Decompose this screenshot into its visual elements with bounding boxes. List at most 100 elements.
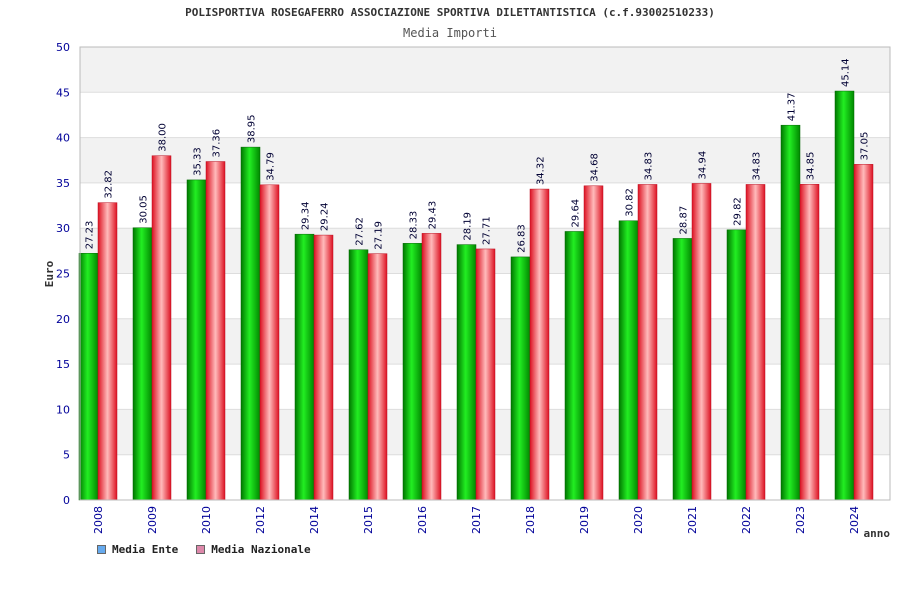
- bar-media-nazionale: [367, 253, 388, 501]
- bar-media-ente: [834, 90, 855, 501]
- bar-media-ente: [132, 227, 153, 501]
- x-tick-label: 2022: [740, 506, 753, 534]
- x-axis-ticks: 2008 2009 2010 2012 2014 2015 2016 2017 2018 2019…: [92, 506, 861, 534]
- y-tick-label: 50: [56, 41, 70, 54]
- bar-media-nazionale: [97, 202, 118, 501]
- bar-media-nazionale: [853, 164, 874, 501]
- bar-media-ente: [672, 238, 693, 501]
- x-tick-label: 2012: [254, 506, 267, 534]
- bar-media-nazionale: [151, 155, 172, 501]
- value-label-nazionale: 32.82: [104, 170, 115, 199]
- y-axis-label: Euro: [43, 260, 56, 287]
- x-tick-label: 2019: [578, 506, 591, 534]
- x-tick-label: 2010: [200, 506, 213, 534]
- y-tick-label: 10: [56, 403, 70, 416]
- bar-media-nazionale: [205, 161, 226, 501]
- bar-media-ente: [564, 231, 585, 501]
- y-tick-label: 45: [56, 86, 70, 99]
- value-label-ente: 28.87: [679, 206, 690, 235]
- bar-media-ente: [240, 146, 261, 501]
- value-label-nazionale: 37.05: [860, 132, 871, 161]
- x-tick-label: 2024: [848, 506, 861, 534]
- legend-swatch-ente: [97, 545, 106, 554]
- y-tick-label: 35: [56, 177, 70, 190]
- value-label-ente: 30.05: [139, 195, 150, 224]
- y-tick-label: 40: [56, 132, 70, 145]
- legend-label-ente: Media Ente: [112, 543, 179, 556]
- chart-subtitle: Media Importi: [403, 26, 497, 40]
- value-label-nazionale: 29.43: [428, 201, 439, 230]
- value-label-ente: 41.37: [787, 93, 798, 122]
- bar-media-nazionale: [799, 184, 820, 501]
- value-labels: 27.23 32.82 30.05 38.00 35.33 37.36 38.95 34.79…: [85, 58, 871, 253]
- value-label-ente: 30.82: [625, 188, 636, 217]
- bar-media-ente: [780, 124, 801, 501]
- value-label-ente: 26.83: [517, 224, 528, 253]
- value-label-ente: 28.19: [463, 212, 474, 241]
- x-tick-label: 2021: [686, 506, 699, 534]
- bar-media-ente: [78, 253, 99, 501]
- x-tick-label: 2018: [524, 506, 537, 534]
- legend: Media Ente Media Nazionale: [97, 543, 311, 556]
- bar-media-nazionale: [745, 184, 766, 501]
- bar-media-nazionale: [421, 233, 442, 501]
- x-tick-label: 2023: [794, 506, 807, 534]
- value-label-ente: 38.95: [247, 114, 258, 143]
- value-label-nazionale: 34.83: [752, 152, 763, 181]
- value-label-nazionale: 29.24: [320, 202, 331, 231]
- value-label-nazionale: 37.36: [212, 129, 223, 158]
- value-label-ente: 27.62: [355, 217, 366, 246]
- bar-media-ente: [294, 233, 315, 501]
- bar-media-nazionale: [313, 234, 334, 501]
- legend-swatch-nazionale: [196, 545, 206, 554]
- value-label-nazionale: 34.32: [536, 156, 547, 185]
- y-tick-label: 25: [56, 268, 70, 281]
- bar-media-nazionale: [259, 184, 280, 501]
- grid-band: [80, 47, 890, 93]
- bar-media-nazionale: [475, 248, 496, 501]
- bar-media-ente: [186, 179, 207, 501]
- value-label-nazionale: 27.19: [374, 221, 385, 250]
- x-tick-label: 2016: [416, 506, 429, 534]
- legend-item-ente: Media Ente: [97, 543, 178, 556]
- value-label-nazionale: 34.79: [266, 152, 277, 181]
- value-label-nazionale: 34.68: [590, 153, 601, 182]
- x-tick-label: 2017: [470, 506, 483, 534]
- x-tick-label: 2009: [146, 506, 159, 534]
- bar-media-ente: [456, 244, 477, 501]
- bar-media-ente: [348, 249, 369, 501]
- legend-item-nazionale: Media Nazionale: [196, 543, 311, 556]
- x-tick-label: 2020: [632, 506, 645, 534]
- value-label-ente: 29.34: [301, 202, 312, 231]
- chart-title: POLISPORTIVA ROSEGAFERRO ASSOCIAZIONE SP…: [185, 6, 715, 19]
- value-label-ente: 27.23: [85, 221, 96, 250]
- bar-media-nazionale: [637, 184, 658, 501]
- bars: [78, 90, 874, 501]
- x-tick-label: 2008: [92, 506, 105, 534]
- y-tick-label: 20: [56, 313, 70, 326]
- value-label-nazionale: 34.83: [644, 152, 655, 181]
- plot-frame: [79, 46, 891, 501]
- value-label-nazionale: 38.00: [158, 123, 169, 152]
- y-axis-ticks: 0 5 10 15 20 25 30 35 40 45 50: [56, 41, 70, 507]
- value-label-nazionale: 34.94: [698, 151, 709, 180]
- y-tick-label: 0: [63, 494, 70, 507]
- bar-media-ente: [510, 256, 531, 501]
- value-label-ente: 29.82: [733, 197, 744, 226]
- value-label-ente: 28.33: [409, 211, 420, 240]
- value-label-nazionale: 27.71: [482, 216, 493, 245]
- x-axis-label: anno: [864, 527, 891, 540]
- bar-media-ente: [402, 243, 423, 501]
- x-tick-label: 2015: [362, 506, 375, 534]
- y-tick-label: 30: [56, 222, 70, 235]
- bar-media-nazionale: [529, 188, 550, 501]
- bar-media-ente: [618, 220, 639, 501]
- x-tick-label: 2014: [308, 506, 321, 534]
- bar-media-ente: [726, 229, 747, 501]
- y-tick-label: 5: [63, 449, 70, 462]
- y-tick-label: 15: [56, 358, 70, 371]
- value-label-nazionale: 34.85: [806, 152, 817, 181]
- value-label-ente: 29.64: [571, 199, 582, 228]
- legend-label-nazionale: Media Nazionale: [211, 543, 311, 556]
